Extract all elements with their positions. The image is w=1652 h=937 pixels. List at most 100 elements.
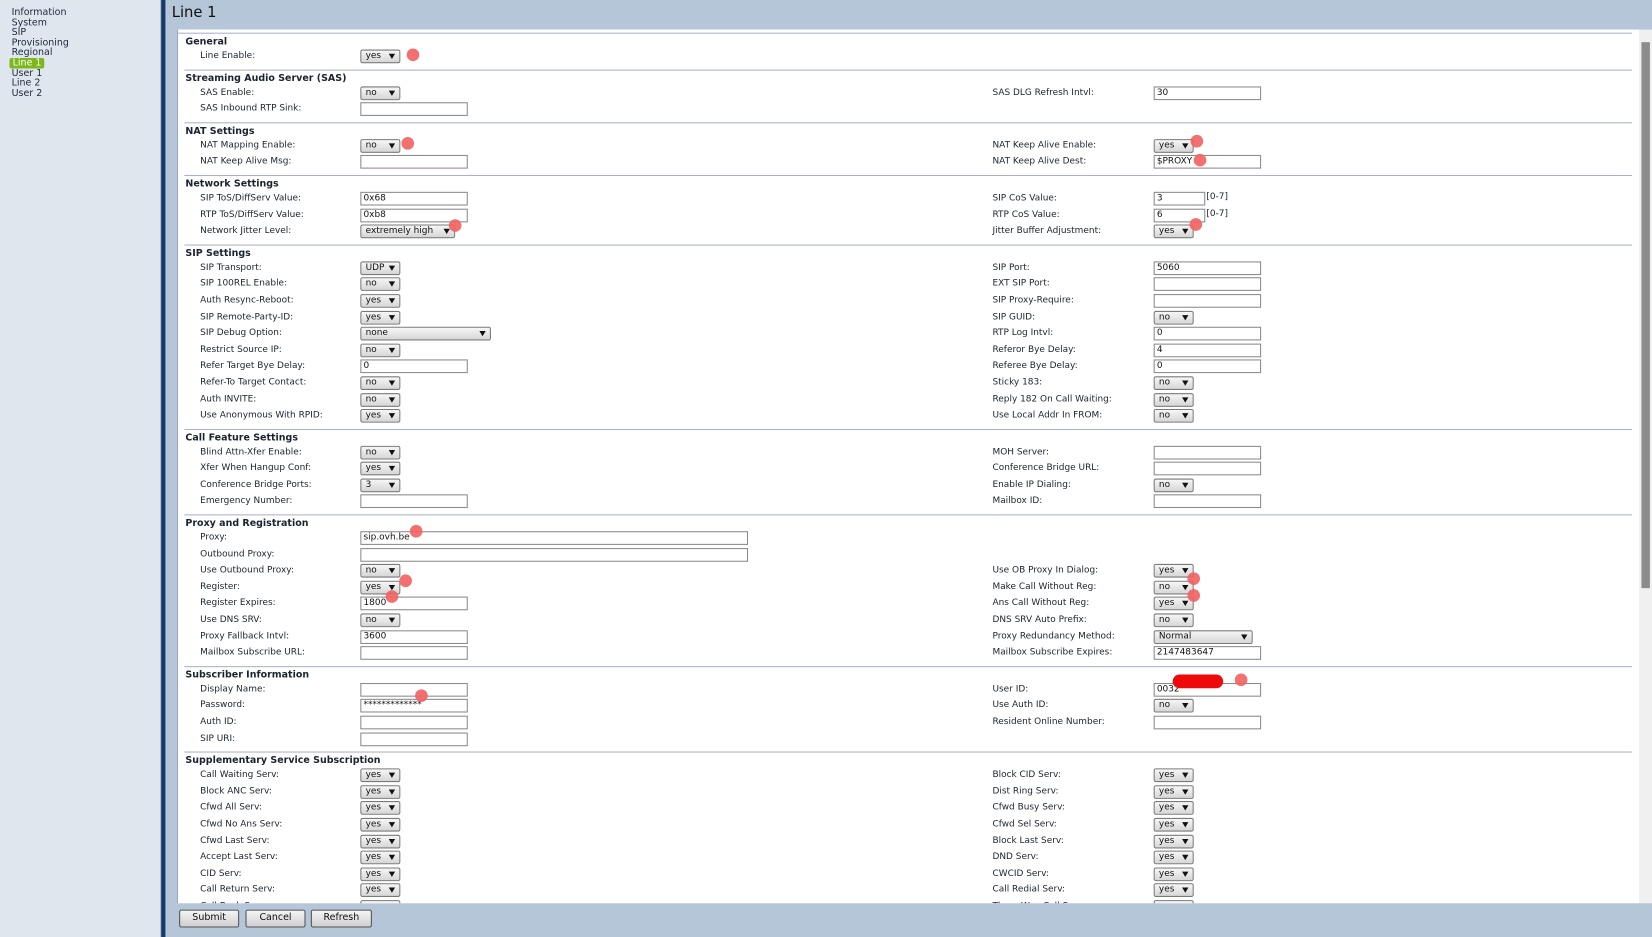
- dropdown[interactable]: no: [1153, 310, 1194, 325]
- text-input[interactable]: [360, 155, 468, 170]
- dropdown[interactable]: yes: [360, 310, 401, 325]
- text-input[interactable]: 30: [1153, 85, 1262, 100]
- dropdown[interactable]: yes: [1153, 597, 1194, 611]
- dropdown[interactable]: no: [360, 564, 401, 578]
- text-input[interactable]: [1153, 715, 1262, 730]
- nav-item[interactable]: Line 2: [11, 78, 41, 89]
- dropdown[interactable]: yes: [1153, 867, 1194, 881]
- form-row: Line Enable: yes: [184, 48, 1632, 64]
- text-input[interactable]: [360, 682, 468, 697]
- nav-item[interactable]: User 1: [11, 68, 43, 79]
- button[interactable]: Cancel: [245, 909, 306, 928]
- dropdown[interactable]: no: [360, 392, 401, 407]
- dropdown[interactable]: yes: [1153, 817, 1194, 832]
- text-input[interactable]: $PROXY: [1153, 155, 1262, 170]
- text-input[interactable]: 1800: [360, 597, 468, 611]
- dropdown[interactable]: none: [360, 326, 491, 341]
- dropdown[interactable]: yes: [360, 801, 401, 816]
- dropdown[interactable]: no: [1153, 478, 1194, 493]
- text-input[interactable]: 0: [1153, 359, 1262, 374]
- dropdown[interactable]: yes: [1153, 784, 1194, 799]
- scroll-thumb[interactable]: [1641, 42, 1650, 589]
- dropdown[interactable]: yes: [360, 768, 401, 783]
- dropdown[interactable]: no: [360, 85, 401, 100]
- dropdown[interactable]: no: [1153, 699, 1194, 713]
- text-input[interactable]: 3: [1153, 191, 1206, 206]
- nav-item[interactable]: System: [11, 17, 47, 29]
- form-row: NAT Mapping Enable: no NAT Keep Alive Enab…: [184, 138, 1632, 154]
- dropdown[interactable]: no: [360, 277, 401, 292]
- dropdown[interactable]: no: [1153, 376, 1194, 390]
- text-input[interactable]: [1153, 294, 1262, 308]
- text-input[interactable]: 4: [1153, 343, 1262, 358]
- text-input[interactable]: 0: [360, 359, 468, 374]
- dropdown[interactable]: yes: [1153, 224, 1194, 239]
- nav-item[interactable]: Information: [11, 7, 67, 18]
- text-input[interactable]: [360, 494, 468, 509]
- text-input[interactable]: 0xb8: [360, 208, 468, 222]
- dropdown[interactable]: no: [1153, 613, 1194, 628]
- dropdown[interactable]: yes: [1153, 768, 1194, 783]
- text-input[interactable]: 0: [1153, 326, 1262, 341]
- text-input[interactable]: 0x68: [360, 191, 468, 206]
- text-input[interactable]: [1153, 445, 1262, 460]
- dropdown[interactable]: yes: [360, 867, 401, 881]
- dropdown[interactable]: Normal: [1153, 629, 1253, 644]
- text-input[interactable]: [360, 732, 468, 746]
- text-input[interactable]: 2147483647: [1153, 646, 1262, 661]
- dropdown[interactable]: yes: [360, 850, 401, 865]
- nav-item[interactable]: Provisioning: [11, 37, 69, 49]
- dropdown[interactable]: no: [1153, 392, 1194, 407]
- dropdown[interactable]: yes: [360, 834, 401, 849]
- text-input[interactable]: [1153, 461, 1262, 476]
- nav-item[interactable]: User 2: [11, 88, 43, 99]
- text-input[interactable]: [1153, 277, 1262, 292]
- dropdown[interactable]: yes: [1153, 900, 1194, 904]
- dropdown[interactable]: no: [360, 445, 401, 460]
- dropdown[interactable]: 3: [360, 478, 401, 493]
- dropdown[interactable]: yes: [1153, 834, 1194, 849]
- field-label: EXT SIP Port:: [992, 278, 1050, 290]
- form-row: Conference Bridge Ports: 3 Enable IP Diali…: [184, 477, 1632, 493]
- dropdown[interactable]: no: [1153, 580, 1194, 595]
- text-input[interactable]: [1153, 494, 1262, 509]
- text-input[interactable]: [360, 102, 468, 117]
- nav-item[interactable]: Regional: [11, 47, 53, 59]
- text-input[interactable]: sip.ovh.be: [360, 531, 749, 545]
- dropdown[interactable]: yes: [360, 294, 401, 308]
- dropdown[interactable]: yes: [1153, 564, 1194, 578]
- dropdown[interactable]: yes: [360, 409, 401, 423]
- dropdown[interactable]: yes: [360, 784, 401, 799]
- dropdown[interactable]: no: [360, 613, 401, 628]
- dropdown[interactable]: UDP: [360, 261, 401, 275]
- dropdown[interactable]: yes: [360, 817, 401, 832]
- dropdown[interactable]: no: [360, 138, 401, 153]
- button[interactable]: Refresh: [310, 909, 372, 928]
- dropdown[interactable]: extremely high: [360, 224, 456, 239]
- dropdown-arrow: [1241, 634, 1248, 640]
- dropdown[interactable]: yes: [360, 49, 401, 64]
- dropdown[interactable]: yes: [360, 461, 401, 476]
- dropdown[interactable]: yes: [360, 883, 401, 898]
- dropdown[interactable]: yes: [1153, 883, 1194, 898]
- nav-item[interactable]: SIP: [11, 27, 27, 39]
- text-input[interactable]: *************: [360, 699, 468, 713]
- dropdown-arrow: [479, 331, 486, 337]
- text-input[interactable]: [360, 646, 468, 661]
- text-input[interactable]: [360, 715, 468, 730]
- dropdown[interactable]: yes: [360, 900, 401, 904]
- field-label: Password:: [200, 700, 246, 711]
- dropdown[interactable]: no: [1153, 409, 1194, 423]
- dropdown[interactable]: yes: [1153, 138, 1194, 153]
- scrollbar[interactable]: [1639, 29, 1652, 904]
- text-input[interactable]: 5060: [1153, 261, 1262, 275]
- dropdown[interactable]: no: [360, 376, 401, 390]
- dropdown[interactable]: yes: [1153, 850, 1194, 865]
- text-input[interactable]: 3600: [360, 629, 468, 644]
- nav-item[interactable]: Line 1: [9, 57, 45, 69]
- form-panel: General Line Enable: yes Streaming Audio Se…: [176, 29, 1640, 904]
- dropdown[interactable]: yes: [1153, 801, 1194, 816]
- button[interactable]: Submit: [179, 909, 240, 928]
- text-input[interactable]: [360, 547, 749, 562]
- dropdown[interactable]: no: [360, 343, 401, 358]
